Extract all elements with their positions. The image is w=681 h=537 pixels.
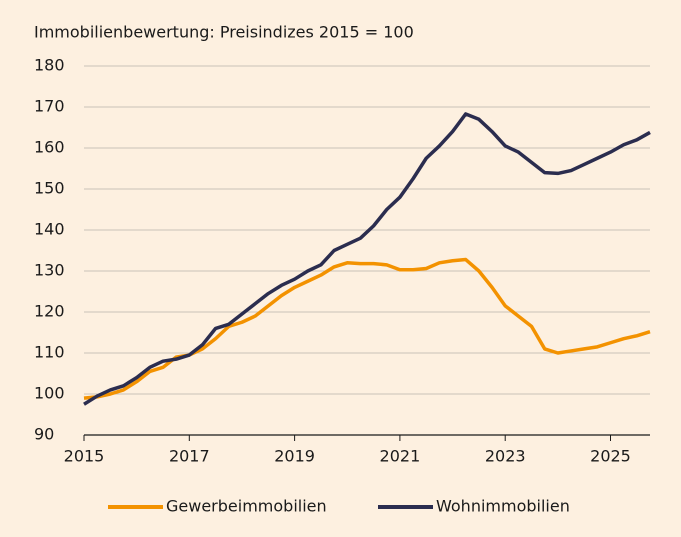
x-tick-label: 2023 xyxy=(485,447,526,466)
y-tick-label: 160 xyxy=(34,138,65,157)
y-tick-label: 150 xyxy=(34,179,65,198)
y-tick-label: 170 xyxy=(34,97,65,116)
chart-title: Immobilienbewertung: Preisindizes 2015 =… xyxy=(34,23,414,42)
line xyxy=(83,112,651,406)
legend-label: Gewerbeimmobilien xyxy=(166,497,327,516)
x-tick-label: 2015 xyxy=(64,447,105,466)
y-tick-label: 140 xyxy=(34,220,65,239)
y-tick-label: 110 xyxy=(34,343,65,362)
y-tick-label: 100 xyxy=(34,384,65,403)
x-tick-label: 2017 xyxy=(169,447,210,466)
y-tick-label: 120 xyxy=(34,302,65,321)
legend-label: Wohnimmobilien xyxy=(436,497,570,516)
y-tick-label: 130 xyxy=(34,261,65,280)
x-tick-label: 2025 xyxy=(590,447,631,466)
y-tick-label: 90 xyxy=(34,425,54,444)
y-tick-label: 180 xyxy=(34,56,65,75)
x-tick-label: 2019 xyxy=(274,447,315,466)
x-tick-label: 2021 xyxy=(380,447,421,466)
